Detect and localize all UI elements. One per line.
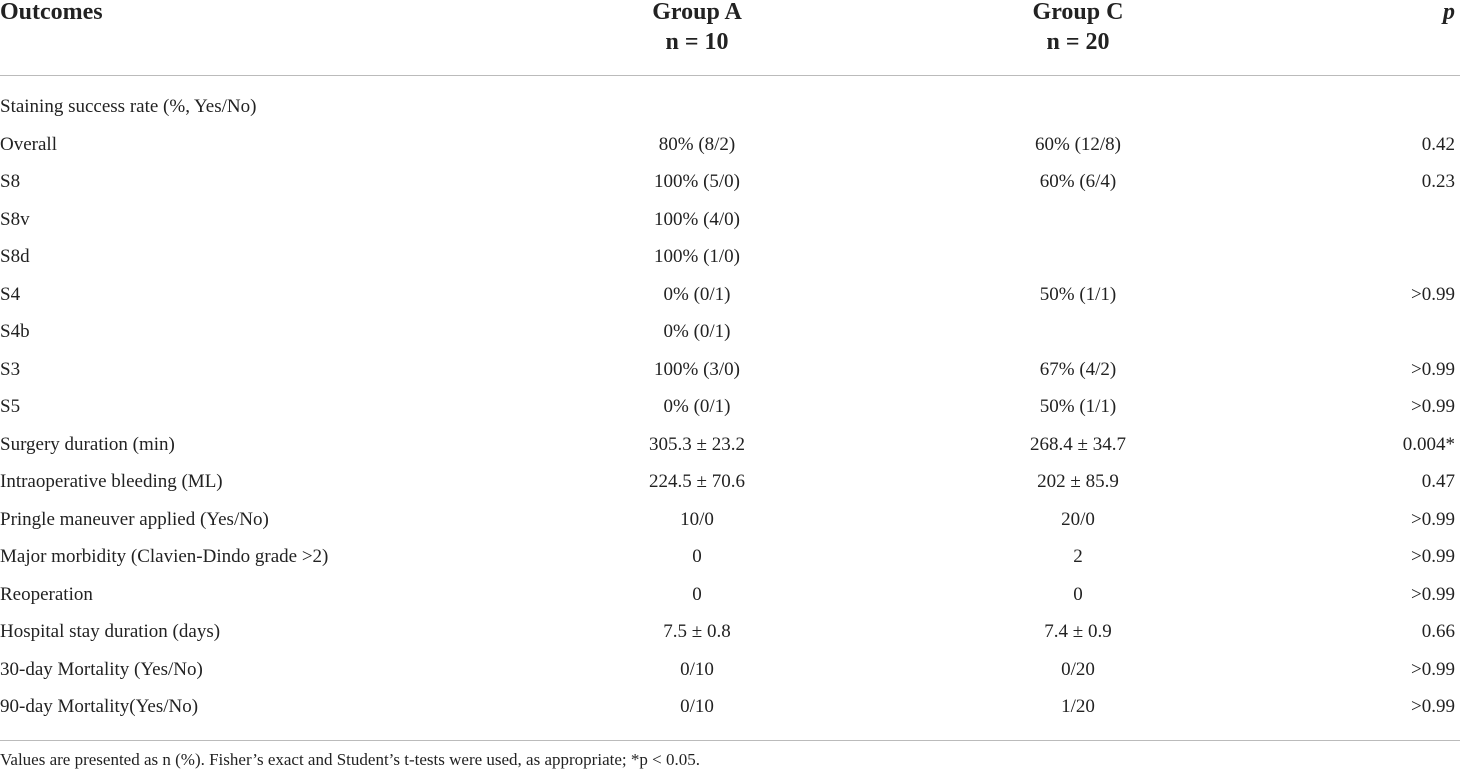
- cell-value: 67% (4/2): [1039, 358, 1117, 380]
- row-label: 30-day Mortality (Yes/No): [0, 658, 203, 680]
- bottom-rule: [0, 740, 1460, 741]
- cell-value: 7.4 ± 0.9: [1044, 621, 1112, 642]
- cell-value: >0.99: [1411, 658, 1455, 680]
- cell-value: >0.99: [1411, 583, 1455, 605]
- row-label: S8d: [0, 246, 30, 267]
- cell-value: 0.004*: [1402, 433, 1455, 455]
- cell-value: 20/0: [1061, 508, 1095, 530]
- cell-value: 202 ± 85.9: [1037, 471, 1119, 492]
- cell-value: 268.4 ± 34.7: [1030, 433, 1126, 455]
- cell-value: 0/20: [1061, 658, 1095, 680]
- header-title: Outcomes: [0, 0, 103, 25]
- row-label: Staining success rate (%, Yes/No): [0, 96, 257, 117]
- cell-value: >0.99: [1411, 358, 1455, 380]
- header-subtitle: n = 10: [665, 29, 729, 55]
- row-label: S3: [0, 358, 21, 380]
- row-label: Pringle maneuver applied (Yes/No): [0, 508, 269, 530]
- cell-value: 0/10: [680, 696, 714, 717]
- cell-value: 0.47: [1421, 471, 1455, 492]
- cell-value: >0.99: [1411, 396, 1455, 417]
- cell-value: 100% (3/0): [653, 358, 741, 380]
- header-title: Group C: [1032, 0, 1124, 25]
- cell-value: 0% (0/1): [663, 396, 731, 417]
- row-label: S5: [0, 396, 21, 417]
- header-subtitle: n = 20: [1046, 29, 1110, 55]
- row-label: Reoperation: [0, 583, 93, 605]
- cell-value: 100% (1/0): [653, 246, 741, 267]
- row-label: S4: [0, 283, 21, 305]
- cell-value: 50% (1/1): [1039, 283, 1117, 305]
- cell-value: 0.23: [1421, 171, 1455, 192]
- cell-value: 60% (6/4): [1039, 171, 1117, 192]
- cell-value: 10/0: [680, 508, 714, 530]
- header-rule: [0, 75, 1460, 76]
- cell-value: >0.99: [1411, 283, 1455, 305]
- row-label: Surgery duration (min): [0, 433, 175, 455]
- row-label: S4b: [0, 321, 30, 342]
- row-label: 90-day Mortality(Yes/No): [0, 696, 199, 717]
- cell-value: 0/10: [680, 658, 714, 680]
- row-label: Hospital stay duration (days): [0, 621, 221, 642]
- cell-value: 0.66: [1421, 621, 1455, 642]
- header-title: p: [1443, 0, 1455, 25]
- cell-value: 1/20: [1061, 696, 1095, 717]
- cell-value: 2: [1073, 546, 1083, 567]
- row-label: S8: [0, 171, 21, 192]
- row-label: Intraoperative bleeding (ML): [0, 471, 223, 492]
- cell-value: 0: [1073, 583, 1083, 605]
- footnote: Values are presented as n (%). Fisher’s …: [0, 750, 700, 769]
- cell-value: 305.3 ± 23.2: [649, 433, 745, 455]
- cell-value: 0.42: [1421, 133, 1455, 155]
- cell-value: 80% (8/2): [658, 133, 736, 155]
- cell-value: 7.5 ± 0.8: [663, 621, 731, 642]
- cell-value: 224.5 ± 70.6: [649, 471, 745, 492]
- header-title: Group A: [652, 0, 742, 25]
- row-label: Overall: [0, 133, 57, 155]
- cell-value: >0.99: [1411, 508, 1455, 530]
- row-label: S8v: [0, 208, 30, 230]
- cell-value: 60% (12/8): [1034, 133, 1122, 155]
- cell-value: >0.99: [1411, 696, 1455, 717]
- cell-value: 100% (5/0): [653, 171, 741, 192]
- cell-value: 0% (0/1): [663, 321, 731, 342]
- cell-value: 0: [692, 546, 702, 567]
- cell-value: >0.99: [1411, 546, 1455, 567]
- cell-value: 50% (1/1): [1039, 396, 1117, 417]
- cell-value: 0: [692, 583, 702, 605]
- cell-value: 0% (0/1): [663, 283, 731, 305]
- row-label: Major morbidity (Clavien-Dindo grade >2): [0, 546, 329, 567]
- cell-value: 100% (4/0): [653, 208, 741, 230]
